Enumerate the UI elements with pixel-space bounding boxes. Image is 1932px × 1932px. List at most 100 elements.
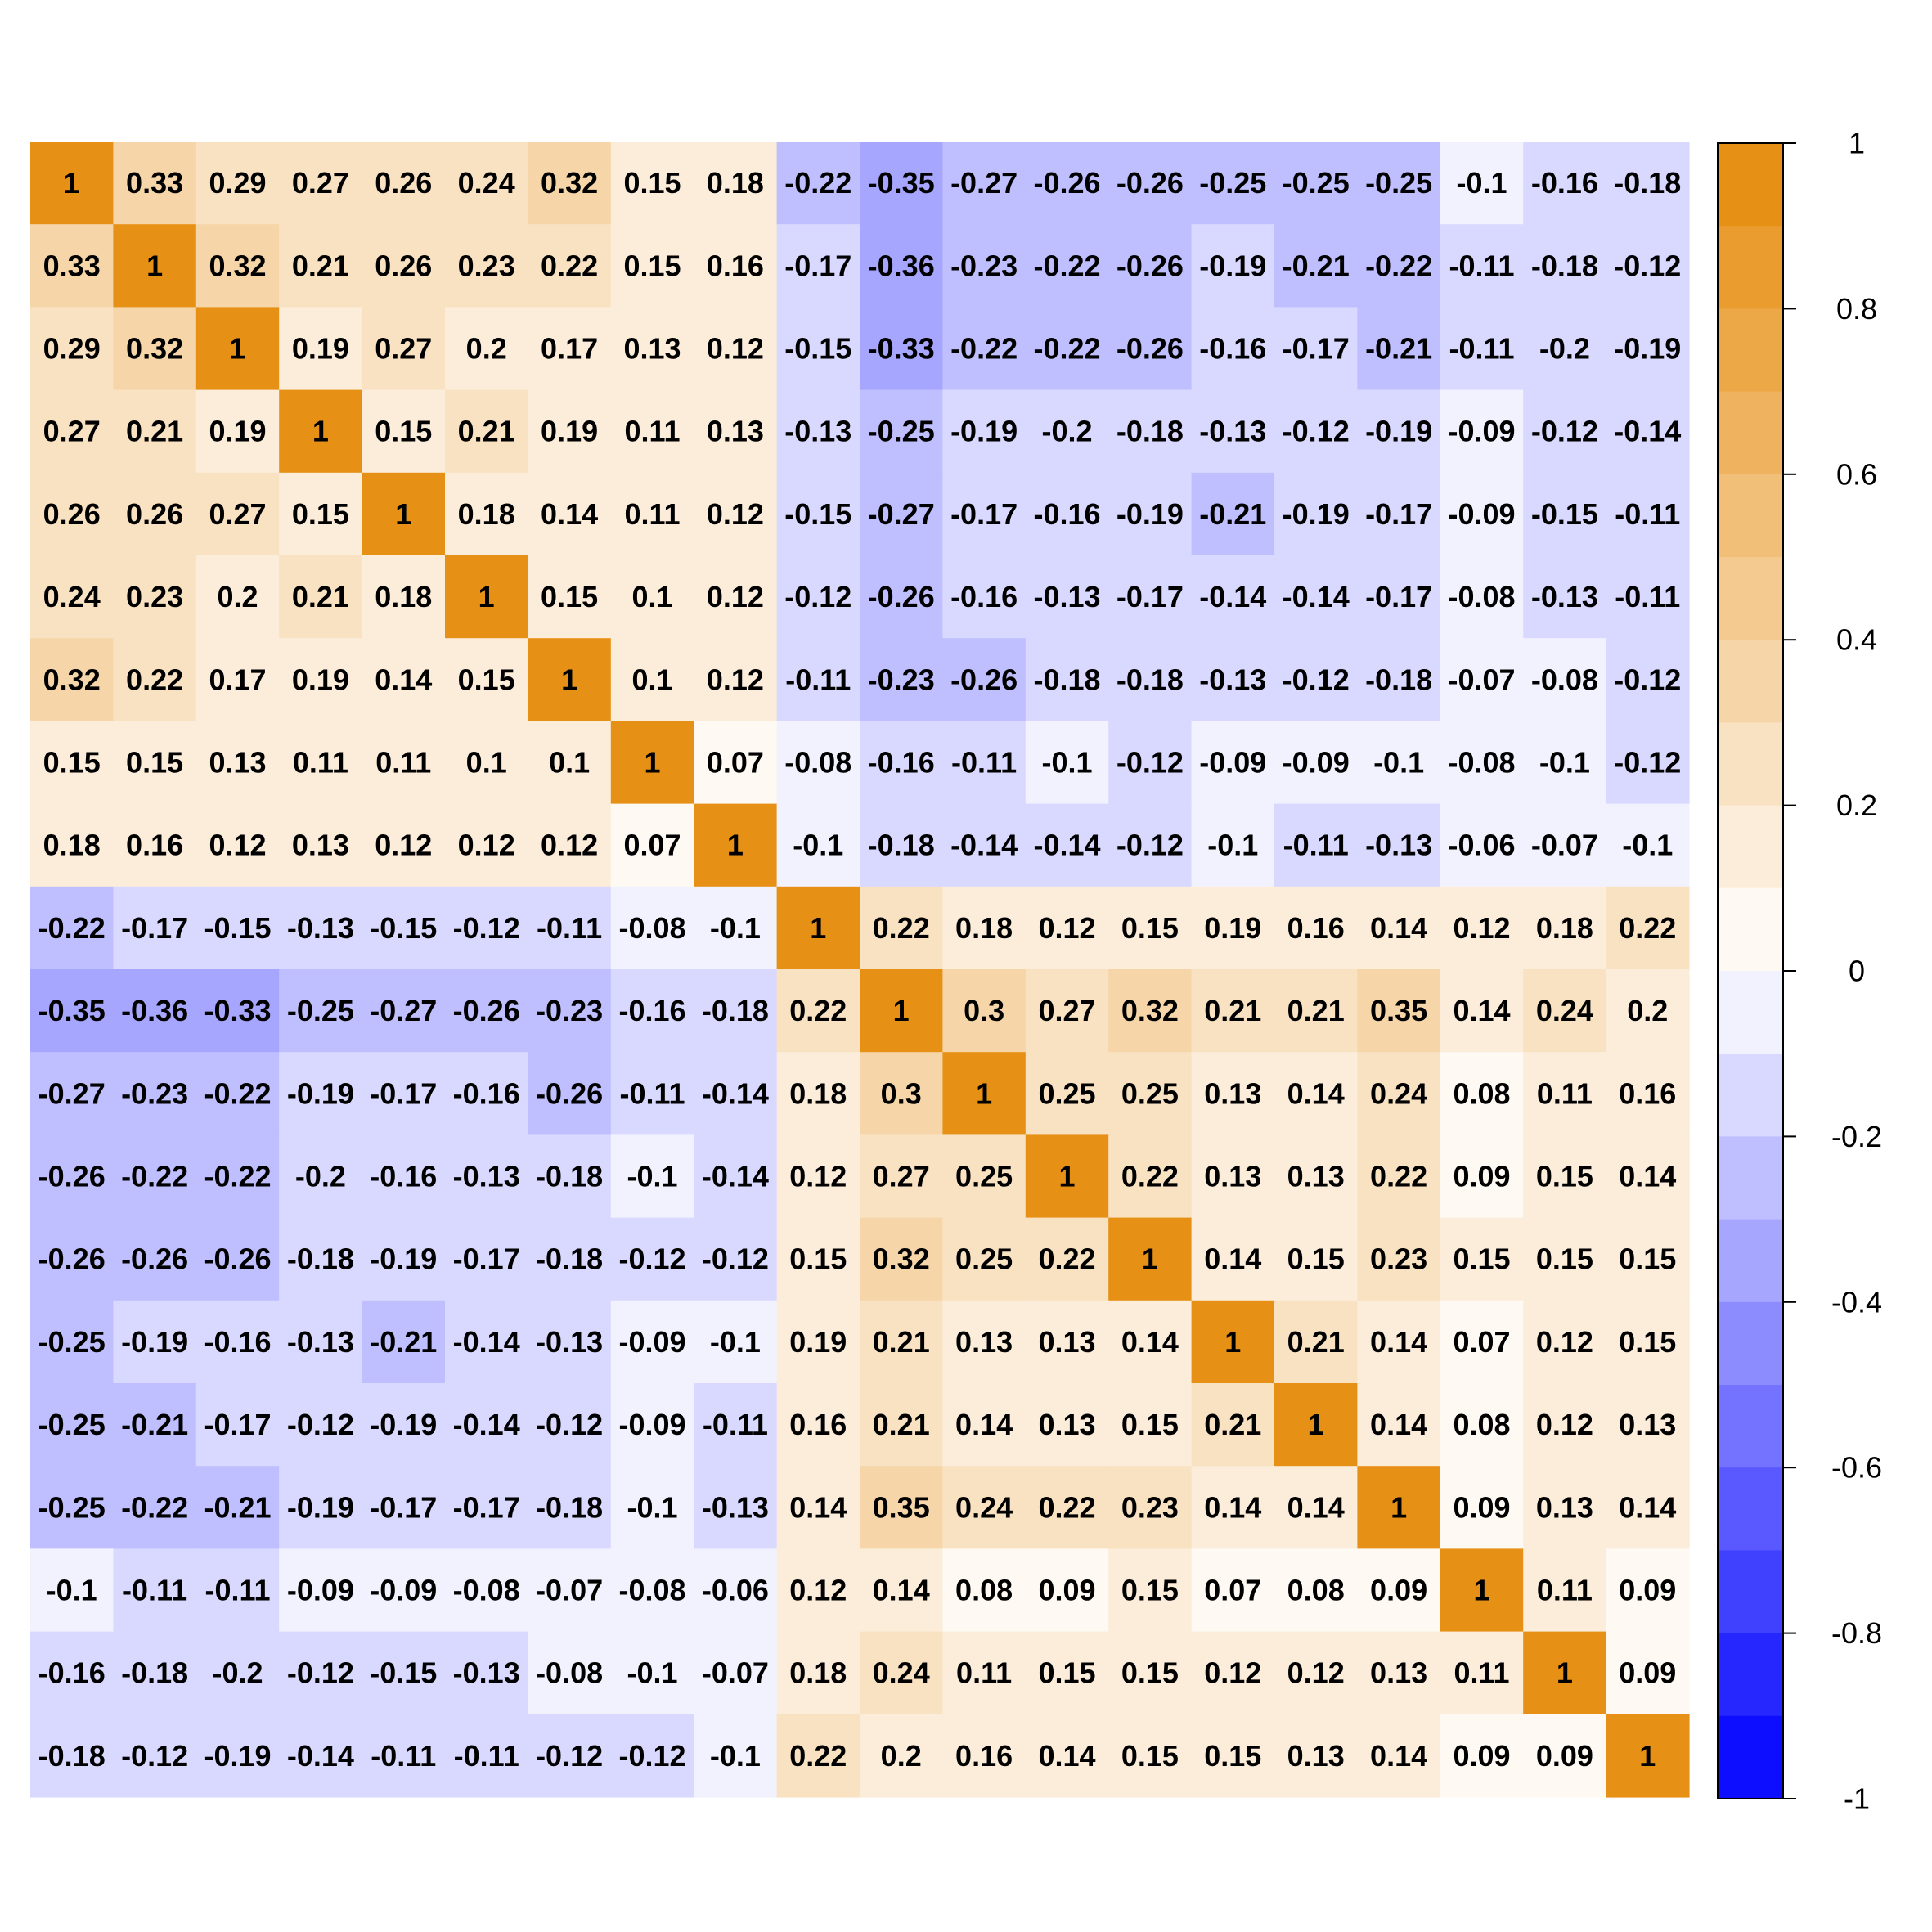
heatmap-cell-label: 0.24: [955, 1490, 1013, 1524]
heatmap-cell: [694, 307, 778, 391]
heatmap-cell-label: 0.15: [1287, 1242, 1345, 1276]
heatmap-cell-label: -0.19: [1365, 415, 1432, 448]
heatmap-cell: [1523, 886, 1607, 970]
heatmap-cell-label: 0.27: [873, 1160, 930, 1193]
colorbar-tick-label: 1: [1849, 127, 1865, 160]
heatmap-cell: [1523, 307, 1607, 391]
heatmap-cell-label: 0.22: [1038, 1490, 1095, 1524]
heatmap-cell-label: -0.08: [453, 1574, 520, 1607]
heatmap-cell-label: -0.14: [287, 1739, 354, 1772]
heatmap-cell-label: 0.15: [623, 166, 681, 200]
heatmap-cell-label: -0.14: [1033, 829, 1100, 862]
heatmap-cell: [1440, 969, 1524, 1053]
heatmap-cell: [1108, 555, 1193, 639]
heatmap-cell: [362, 969, 446, 1053]
heatmap-cell: [1191, 1714, 1275, 1798]
heatmap-cell-label: 0.16: [126, 829, 183, 862]
heatmap-cell-label: 0.32: [126, 332, 183, 366]
heatmap-cell: [1357, 1383, 1441, 1467]
heatmap-cell: [1108, 472, 1193, 556]
heatmap-cell-label: 0.3: [881, 1076, 922, 1110]
heatmap-cell: [1523, 1714, 1607, 1798]
heatmap-cell: [528, 472, 612, 556]
heatmap-cell-label: -0.13: [1365, 829, 1432, 862]
heatmap-cell-label: 0.22: [1370, 1160, 1427, 1193]
heatmap-cell: [1440, 1466, 1524, 1549]
heatmap-cell: [195, 1052, 280, 1135]
heatmap-cell-label: 0.12: [707, 580, 764, 613]
heatmap-cell: [942, 886, 1027, 970]
heatmap-cell: [860, 969, 943, 1053]
heatmap-cell-label: 0.25: [955, 1160, 1013, 1193]
heatmap-cell: [1523, 1217, 1607, 1301]
heatmap-cell-label: 0.16: [789, 1408, 847, 1441]
heatmap-cell: [942, 1300, 1027, 1384]
heatmap-cell-label: -0.14: [1283, 580, 1350, 613]
heatmap-cell: [30, 307, 114, 391]
heatmap-cell: [942, 142, 1027, 225]
heatmap-cell: [1606, 1714, 1690, 1798]
heatmap-cell: [1191, 389, 1275, 474]
heatmap-cell: [445, 969, 528, 1053]
colorbar-segment: [1718, 1301, 1783, 1386]
heatmap-cell: [113, 472, 197, 556]
heatmap-cell: [1357, 472, 1441, 556]
heatmap-cell: [195, 1300, 280, 1384]
heatmap-cell: [30, 886, 114, 970]
heatmap-cell: [942, 1134, 1027, 1219]
heatmap-cell-label: -0.21: [1283, 249, 1350, 282]
heatmap-cell-label: -0.22: [204, 1076, 271, 1110]
heatmap-cell-label: -0.16: [1199, 332, 1266, 366]
heatmap-cell: [1108, 142, 1193, 225]
heatmap-cell-label: 0.14: [1287, 1490, 1345, 1524]
heatmap-cell-label: -0.1: [627, 1490, 677, 1524]
heatmap-cell-label: 0.1: [631, 663, 672, 696]
heatmap-cell: [528, 1134, 612, 1219]
heatmap-cell: [1357, 1300, 1441, 1384]
heatmap-cell: [860, 142, 943, 225]
colorbar-segment: [1718, 887, 1783, 972]
heatmap-cell-label: 1: [976, 1076, 992, 1110]
heatmap-cell: [1274, 721, 1358, 805]
heatmap-cell-label: 0.14: [955, 1408, 1013, 1441]
heatmap-cell: [1274, 1383, 1358, 1467]
heatmap-cell-label: 0.12: [1287, 1656, 1345, 1690]
heatmap-cell: [610, 1383, 694, 1467]
heatmap-cell-label: 0.12: [707, 497, 764, 531]
heatmap-cell: [1606, 969, 1690, 1053]
heatmap-cell-label: 0.09: [1453, 1160, 1510, 1193]
heatmap-cell-label: 0.13: [1038, 1408, 1095, 1441]
heatmap-cell-label: 1: [146, 249, 163, 282]
heatmap-cell: [1523, 224, 1607, 308]
heatmap-cell-label: 0.18: [789, 1076, 847, 1110]
heatmap-cell-label: 0.12: [541, 829, 598, 862]
heatmap-cell: [279, 1631, 363, 1715]
heatmap-cell-label: 0.13: [1204, 1076, 1261, 1110]
heatmap-cell: [1440, 886, 1524, 970]
heatmap-cell-label: 0.13: [1204, 1160, 1261, 1193]
heatmap-cell: [776, 1466, 860, 1549]
heatmap-cell: [1440, 1714, 1524, 1798]
heatmap-cell: [1606, 638, 1690, 721]
heatmap-cell: [1357, 1548, 1441, 1633]
heatmap-cell: [942, 803, 1027, 887]
heatmap-cell-label: -0.11: [1449, 332, 1514, 366]
colorbar-segment: [1718, 722, 1783, 806]
heatmap-cell-label: -0.18: [1365, 663, 1432, 696]
heatmap-cell-label: -0.12: [287, 1408, 354, 1441]
heatmap-cell: [610, 224, 694, 308]
colorbar-segment: [1718, 640, 1783, 723]
heatmap-cell: [1108, 1548, 1193, 1633]
heatmap-cell-label: 0.16: [1619, 1076, 1676, 1110]
heatmap-cell-label: -0.17: [121, 911, 188, 945]
colorbar-segment: [1718, 557, 1783, 640]
heatmap-cell-label: -0.18: [536, 1242, 603, 1276]
heatmap-cell-label: 0.24: [458, 166, 515, 200]
heatmap-cell: [1440, 224, 1524, 308]
heatmap-cell: [195, 555, 280, 639]
heatmap-cell-label: 0.13: [1038, 1325, 1095, 1359]
heatmap-cell-label: -0.25: [38, 1325, 106, 1359]
heatmap-cell: [942, 389, 1027, 474]
heatmap-cell: [1523, 1134, 1607, 1219]
heatmap-cell-label: -0.12: [1531, 415, 1598, 448]
